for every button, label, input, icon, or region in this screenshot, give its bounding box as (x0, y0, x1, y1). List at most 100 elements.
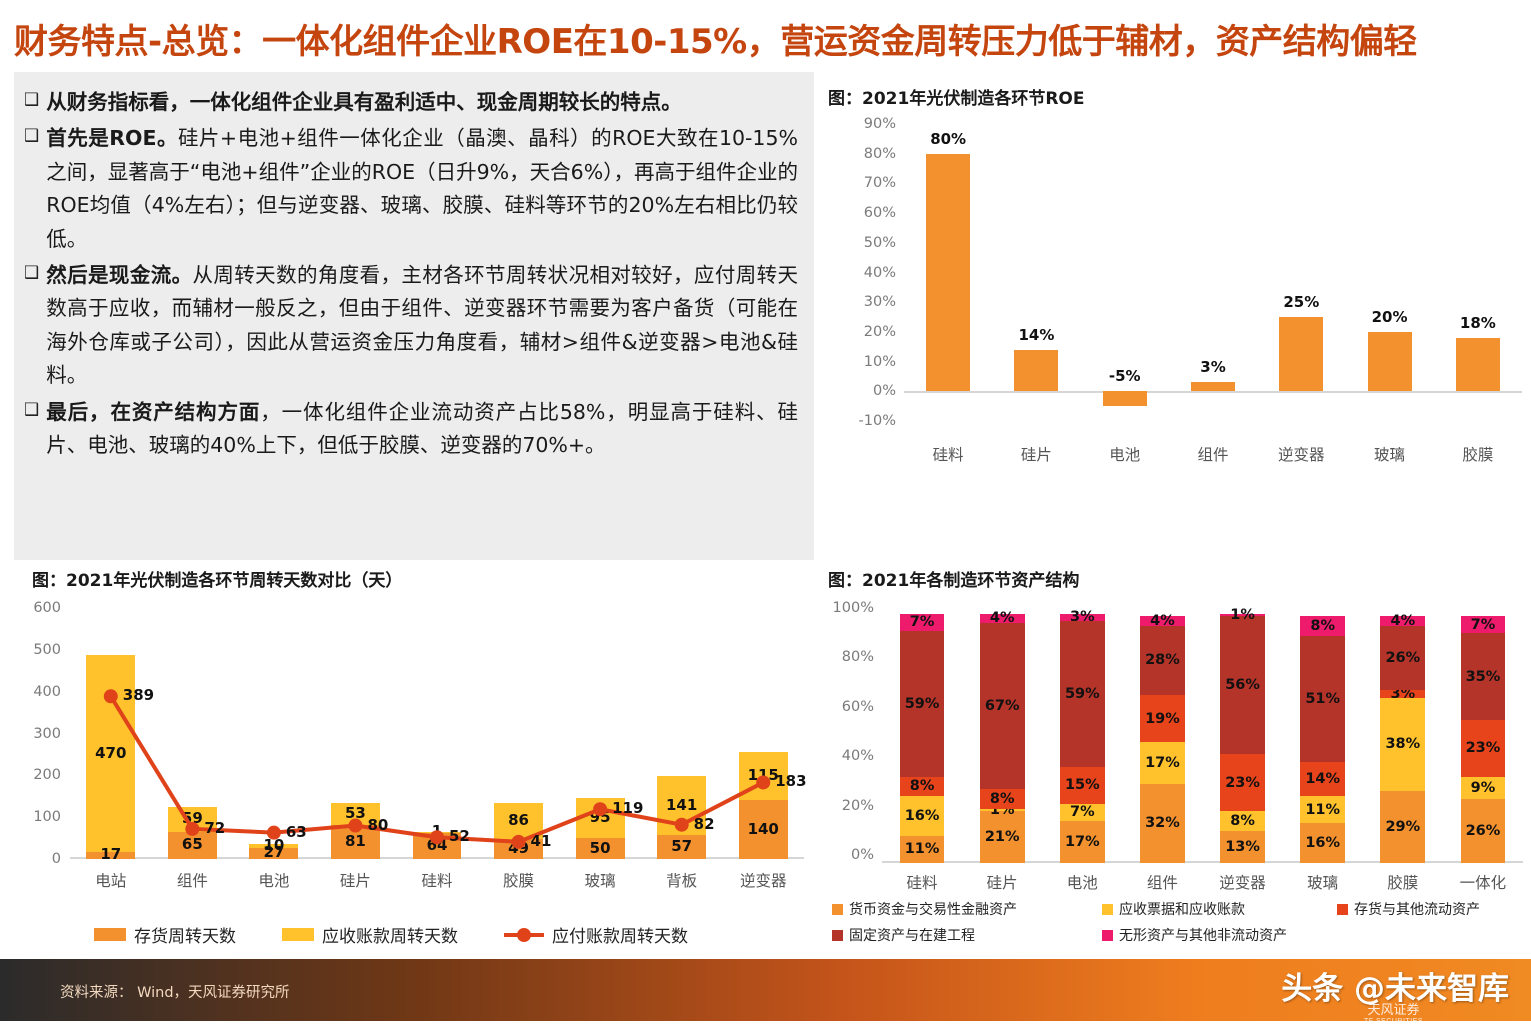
asset-y-tick-label: 40% (842, 748, 874, 764)
chart-roe: 图：2021年光伏制造各环节ROE 90%80%70%60%50%40%30%2… (828, 84, 1528, 469)
days-category-label: 逆变器 (722, 869, 804, 891)
roe-category-label: 硅料 (904, 443, 992, 465)
asset-segment-label: 21% (985, 829, 1020, 845)
asset-stack-segment: 23% (1220, 754, 1265, 811)
asset-segment-label: 8% (1310, 618, 1335, 634)
chart-roe-title: 图：2021年光伏制造各环节ROE (828, 84, 1084, 109)
days-y-tick-label: 200 (33, 767, 61, 783)
asset-stack-segment: 23% (1461, 720, 1506, 777)
days-y-tick-label: 100 (33, 809, 61, 825)
roe-y-tick-label: 90% (864, 116, 896, 132)
asset-stack-segment: 51% (1300, 636, 1345, 762)
bullet-text: 从财务指标看，一体化组件企业具有盈利适中、现金周期较长的特点。 (46, 86, 682, 119)
asset-legend-item[interactable]: 货币资金与交易性金融资产 (832, 899, 1082, 919)
asset-segment-label: 29% (1385, 819, 1420, 835)
page-title: 财务特点-总览：一体化组件企业ROE在10-15%，营运资金周转压力低于辅材，资… (14, 14, 1417, 63)
asset-segment-label: 8% (1230, 813, 1255, 829)
chart-asset-structure-legend: 货币资金与交易性金融资产 应收票据和应收账款 存货与其他流动资产固定资产与在建工程无… (832, 899, 1531, 951)
asset-segment-label: 35% (1466, 669, 1501, 685)
roe-bar (1014, 350, 1058, 392)
asset-stack-segment: 17% (1140, 742, 1185, 784)
days-legend-item[interactable]: 应收账款周转天数 (282, 922, 458, 947)
asset-stack-segment: 28% (1140, 626, 1185, 695)
roe-y-tick-label: 0% (873, 383, 896, 399)
roe-category-label: 逆变器 (1257, 443, 1345, 465)
asset-stack-segment: 56% (1220, 616, 1265, 754)
legend-swatch-icon (1102, 930, 1113, 941)
days-category-label: 胶膜 (478, 869, 560, 891)
tf-securities-logo: 天风证券 TF SECURITIES (1364, 999, 1423, 1025)
asset-legend-item[interactable]: 存货与其他流动资产 (1337, 899, 1480, 919)
days-payable-label: 52 (449, 827, 470, 845)
asset-segment-label: 16% (1305, 835, 1340, 851)
roe-data-label: 20% (1372, 308, 1408, 326)
asset-segment-label: 56% (1225, 677, 1260, 693)
asset-segment-label: 13% (1225, 839, 1260, 855)
roe-y-tick-label: 60% (864, 205, 896, 221)
asset-category-label: 组件 (1122, 871, 1202, 893)
title-bar: 财务特点-总览：一体化组件企业ROE在10-15%，营运资金周转压力低于辅材，资… (14, 16, 1514, 60)
roe-y-tick-label: 40% (864, 265, 896, 281)
asset-legend-label: 货币资金与交易性金融资产 (849, 899, 1017, 919)
roe-y-tick-label: 20% (864, 324, 896, 340)
asset-stack-segment: 3% (1380, 690, 1425, 697)
asset-segment-label: 17% (1145, 755, 1180, 771)
legend-swatch-icon (94, 928, 126, 941)
asset-segment-label: 26% (1385, 650, 1420, 666)
roe-y-tick-label: 50% (864, 235, 896, 251)
days-category-label: 组件 (152, 869, 234, 891)
summary-text-panel: ❑从财务指标看，一体化组件企业具有盈利适中、现金周期较长的特点。❑首先是ROE。… (14, 72, 814, 560)
bullet-text: 然后是现金流。从周转天数的角度看，主材各环节周转状况相对较好，应付周转天数高于应… (46, 259, 798, 393)
asset-segment-label: 4% (990, 610, 1015, 626)
asset-category-label: 逆变器 (1203, 871, 1283, 893)
asset-legend-item[interactable]: 无形资产与其他非流动资产 (1102, 925, 1287, 945)
days-y-tick-label: 600 (33, 600, 61, 616)
asset-category-label: 硅料 (882, 871, 962, 893)
roe-data-label: -5% (1109, 367, 1141, 385)
days-legend-item[interactable]: 应付账款周转天数 (504, 922, 688, 947)
asset-stack-segment: 16% (900, 796, 945, 836)
asset-stack-segment: 11% (900, 836, 945, 863)
asset-stack-segment: 7% (1060, 804, 1105, 821)
asset-legend-item[interactable]: 固定资产与在建工程 (832, 925, 1082, 945)
chart-asset-structure-title: 图：2021年各制造环节资产结构 (828, 566, 1079, 591)
roe-bar (1279, 317, 1323, 391)
asset-stack-segment: 59% (1060, 621, 1105, 767)
asset-legend-label: 应收票据和应收账款 (1119, 899, 1245, 919)
asset-stack-segment: 29% (1380, 791, 1425, 863)
asset-segment-label: 32% (1145, 815, 1180, 831)
asset-stack-segment: 8% (1300, 616, 1345, 636)
asset-category-label: 硅片 (962, 871, 1042, 893)
days-category-label: 电站 (70, 869, 152, 891)
asset-legend-item[interactable]: 应收票据和应收账款 (1102, 899, 1317, 919)
days-category-label: 电池 (233, 869, 315, 891)
asset-stack-segment: 9% (1461, 777, 1506, 799)
asset-stack-segment: 4% (980, 614, 1025, 624)
roe-bar (1456, 338, 1500, 391)
roe-y-tick-label: 80% (864, 146, 896, 162)
days-category-label: 硅片 (315, 869, 397, 891)
roe-data-label: 80% (930, 130, 966, 148)
asset-stack-segment: 26% (1461, 799, 1506, 863)
asset-stack-segment: 26% (1380, 626, 1425, 690)
asset-segment-label: 8% (990, 791, 1015, 807)
asset-category-label: 玻璃 (1283, 871, 1363, 893)
asset-segment-label: 4% (1150, 613, 1175, 629)
roe-bar (926, 154, 970, 392)
asset-segment-label: 67% (985, 698, 1020, 714)
bullet-marker-icon: ❑ (24, 396, 39, 424)
asset-segment-label: 38% (1385, 736, 1420, 752)
days-legend-item[interactable]: 存货周转天数 (94, 922, 236, 947)
asset-category-label: 胶膜 (1363, 871, 1443, 893)
roe-y-tick-label: 70% (864, 175, 896, 191)
asset-segment-label: 7% (1070, 804, 1095, 820)
roe-y-tick-label: -10% (859, 413, 896, 429)
roe-data-label: 3% (1200, 358, 1225, 376)
asset-stack-segment: 7% (1461, 616, 1506, 633)
asset-y-tick-label: 20% (842, 798, 874, 814)
roe-category-label: 电池 (1081, 443, 1169, 465)
asset-stack-segment: 16% (1300, 823, 1345, 863)
asset-stack-segment: 19% (1140, 695, 1185, 742)
